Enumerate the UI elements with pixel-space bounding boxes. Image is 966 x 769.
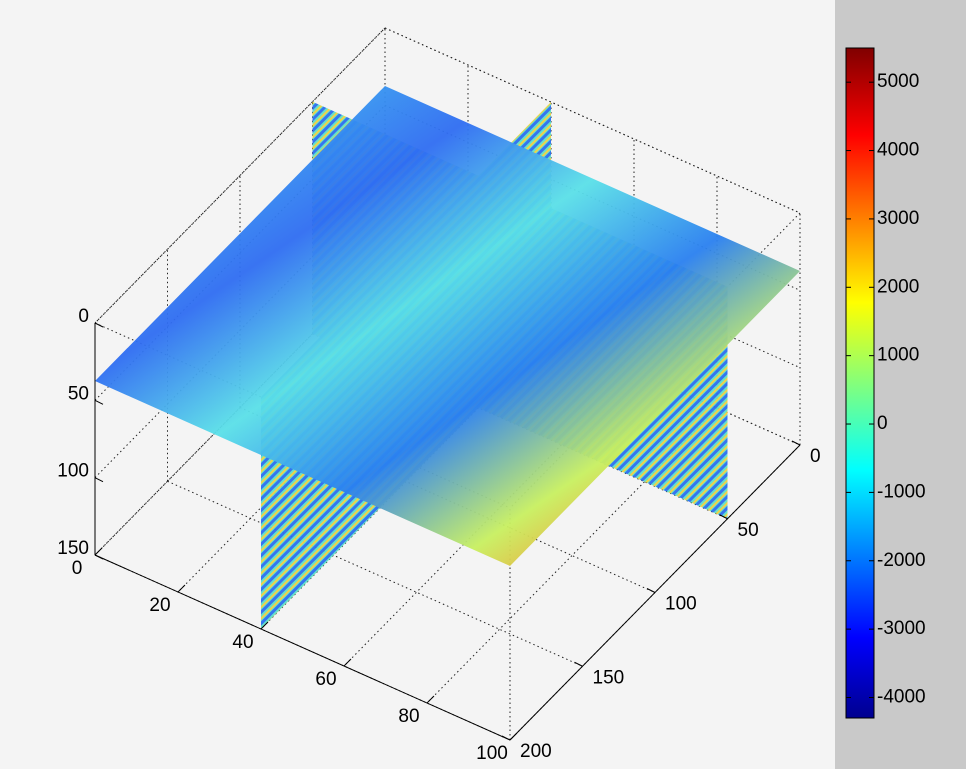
colorbar-tick-label: 0 <box>877 413 888 434</box>
z-tick-label: 100 <box>57 461 89 482</box>
z-tick-label: 50 <box>68 383 89 404</box>
x-tick-label: 60 <box>315 669 336 690</box>
y-tick-label: 200 <box>520 741 552 762</box>
y-tick-label: 0 <box>810 446 821 467</box>
colorbar-tick-label: -2000 <box>877 550 926 571</box>
y-tick-label: 50 <box>738 520 759 541</box>
x-tick-label: 40 <box>232 632 253 653</box>
z-tick-label: 0 <box>78 306 89 327</box>
colorbar-tick-label: 2000 <box>877 276 919 297</box>
x-tick-label: 0 <box>72 558 83 579</box>
colorbar-tick-label: 4000 <box>877 140 919 161</box>
x-tick-label: 20 <box>149 595 170 616</box>
y-tick-label: 150 <box>593 667 625 688</box>
colorbar-tick-label: -1000 <box>877 481 926 502</box>
chart: 050100150020406080100050100150200 -4000-… <box>0 0 966 769</box>
z-tick-label: 150 <box>57 538 89 559</box>
colorbar-tick-label: 3000 <box>877 208 919 229</box>
x-tick-label: 80 <box>398 706 419 727</box>
y-tick-label: 100 <box>665 594 697 615</box>
colorbar-scale <box>846 48 874 718</box>
colorbar-tick-label: -4000 <box>877 687 926 708</box>
colorbar-tick-label: 1000 <box>877 345 919 366</box>
x-tick-label: 100 <box>476 743 508 764</box>
colorbar-tick-label: -3000 <box>877 618 926 639</box>
colorbar-tick-label: 5000 <box>877 71 919 92</box>
colorbar: -4000 -3000 -2000 -1000 0 1000 2000 3000 4000 500… <box>846 48 926 718</box>
